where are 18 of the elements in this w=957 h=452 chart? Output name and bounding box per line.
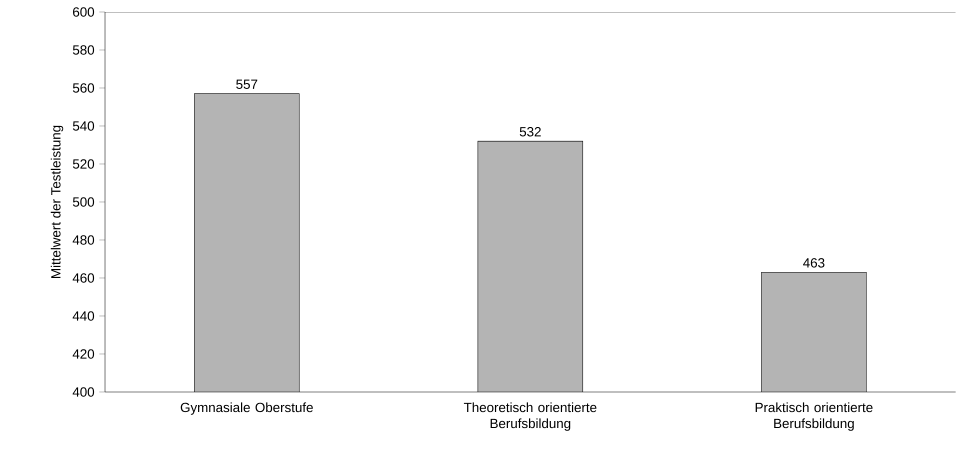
y-tick-label: 540: [72, 121, 94, 131]
data-label: 532: [520, 127, 541, 136]
y-tick-label: 500: [72, 197, 94, 207]
y-tick-label: 600: [73, 7, 94, 17]
x-tick-label: Theoretisch orientierte Berufsbildung: [464, 402, 596, 431]
y-axis-title: Mittelwert der Testleistung: [50, 126, 64, 278]
y-tick-label: 560: [72, 83, 94, 93]
y-tick-label: 580: [72, 45, 94, 55]
y-tick-label: 460: [72, 273, 94, 283]
y-tick-label: 480: [72, 235, 94, 245]
data-label: 557: [236, 80, 258, 89]
y-tick-label: 400: [72, 387, 94, 397]
y-tick-label: 520: [72, 159, 94, 169]
data-label: 463: [803, 258, 824, 268]
y-tick-label: 440: [72, 311, 94, 321]
x-tick-label: Gymnasiale Oberstufe: [180, 402, 313, 415]
y-tick-label: 420: [72, 349, 94, 359]
x-tick-label: Praktisch orientierte Berufsbildung: [756, 402, 873, 431]
